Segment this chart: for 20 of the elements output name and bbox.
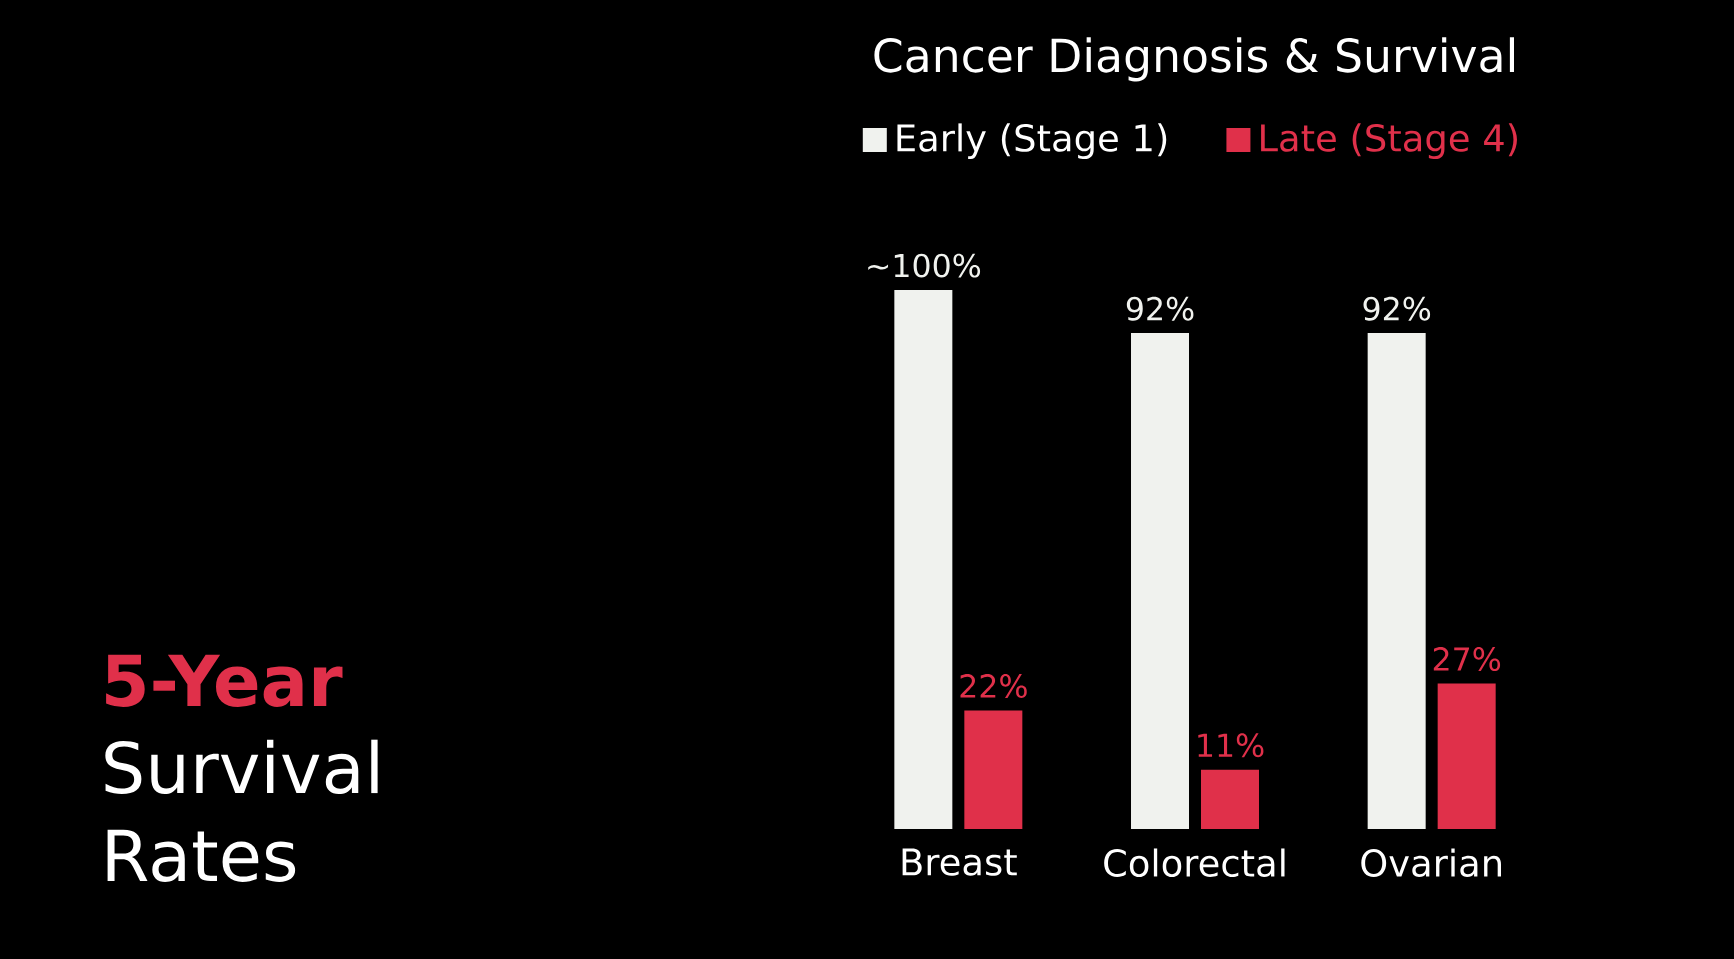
x-tick-label: Colorectal xyxy=(1104,848,1285,877)
bar xyxy=(1367,333,1426,829)
text: 5-Year xyxy=(106,654,343,707)
data-label: 22% xyxy=(960,674,1027,698)
data-label: 92% xyxy=(1126,296,1194,321)
chart-title: Cancer Diagnosis & Survival xyxy=(874,37,1515,82)
bar xyxy=(1437,683,1496,829)
text: Survival Rates xyxy=(105,739,378,882)
bar xyxy=(1131,333,1190,829)
x-tick-label: Breast xyxy=(902,848,1017,876)
data-label: 27% xyxy=(1433,647,1501,672)
legend-label: Early (Stage 1) xyxy=(897,123,1167,160)
x-tick-label: Ovarian xyxy=(1361,848,1501,877)
data-label: 92% xyxy=(1363,296,1431,321)
data-label: ~100% xyxy=(868,253,981,278)
bar xyxy=(1200,769,1259,829)
legend-label: Late (Stage 4) xyxy=(1261,123,1517,160)
bar xyxy=(894,289,953,829)
data-label: 11% xyxy=(1198,733,1264,758)
bar xyxy=(964,710,1023,829)
